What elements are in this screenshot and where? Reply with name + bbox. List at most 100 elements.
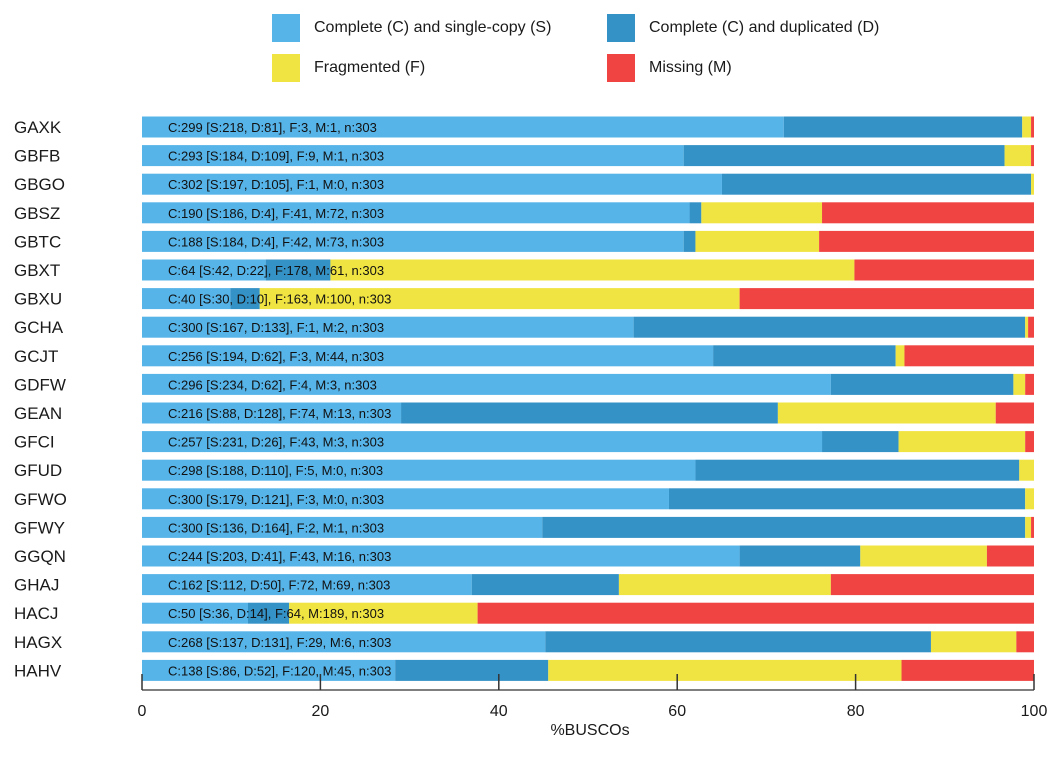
bar-label-gdfw: C:296 [S:234, D:62], F:4, M:3, n:303 bbox=[168, 377, 377, 392]
bar-segment-duplicated-gfwo bbox=[668, 488, 1026, 510]
bar-segment-fragmented-gcha bbox=[1025, 316, 1029, 338]
bar-label-gcjt: C:256 [S:194, D:62], F:3, M:44, n:303 bbox=[168, 349, 384, 364]
bar-segment-missing-ghaj bbox=[830, 574, 1034, 596]
bar-segment-missing-hacj bbox=[477, 602, 1034, 624]
legend-label-fragmented: Fragmented (F) bbox=[314, 59, 426, 76]
bar-segment-single-gfci bbox=[142, 431, 823, 453]
bar-label-gbgo: C:302 [S:197, D:105], F:1, M:0, n:303 bbox=[168, 177, 384, 192]
bar-segment-fragmented-gfwy bbox=[1025, 516, 1032, 538]
legend-label-single: Complete (C) and single-copy (S) bbox=[314, 19, 552, 36]
bar-label-gfud: C:298 [S:188, D:110], F:5, M:0, n:303 bbox=[168, 463, 383, 478]
legend-swatch-missing bbox=[607, 54, 635, 82]
category-label-gbgo: GBGO bbox=[14, 175, 65, 194]
category-label-gaxk: GAXK bbox=[14, 118, 62, 137]
bar-label-gbxu: C:40 [S:30, D:10], F:163, M:100, n:303 bbox=[168, 292, 391, 307]
bar-segment-missing-hagx bbox=[1016, 631, 1034, 653]
x-tick-label-0: 0 bbox=[138, 703, 147, 720]
bar-label-hacj: C:50 [S:36, D:14], F:64, M:189, n:303 bbox=[168, 606, 384, 621]
bar-segment-fragmented-gfci bbox=[898, 431, 1026, 453]
x-axis-title: %BUSCOs bbox=[550, 722, 630, 739]
bar-segment-missing-gdfw bbox=[1025, 373, 1034, 395]
bar-segment-duplicated-gbgo bbox=[721, 173, 1032, 195]
legend-item-missing: Missing (M) bbox=[607, 54, 732, 82]
bar-segment-fragmented-gfud bbox=[1019, 459, 1034, 481]
x-tick-label-100: 100 bbox=[1021, 703, 1048, 720]
bar-segment-fragmented-gbxt bbox=[330, 259, 855, 281]
bar-segment-fragmented-gean bbox=[777, 402, 996, 424]
bar-segment-single-gbtc bbox=[142, 230, 684, 252]
x-tick-label-80: 80 bbox=[847, 703, 865, 720]
category-label-gcha: GCHA bbox=[14, 318, 64, 337]
bar-segment-single-gfwo bbox=[142, 488, 669, 510]
bar-segment-single-gbfb bbox=[142, 145, 684, 167]
bar-segment-missing-gbsz bbox=[822, 202, 1034, 224]
bar-segment-single-gbgo bbox=[142, 173, 722, 195]
bar-segment-fragmented-gbtc bbox=[695, 230, 820, 252]
bar-segment-duplicated-hacj bbox=[247, 602, 290, 624]
bar-segment-fragmented-hahv bbox=[548, 659, 902, 681]
bar-segment-duplicated-gcjt bbox=[713, 345, 896, 367]
category-label-gfwy: GFWY bbox=[14, 518, 65, 537]
bar-segment-single-hahv bbox=[142, 659, 396, 681]
bar-segment-duplicated-gcha bbox=[633, 316, 1026, 338]
bar-segment-single-hacj bbox=[142, 602, 248, 624]
bar-segment-missing-gbfb bbox=[1031, 145, 1034, 167]
bar-label-gbtc: C:188 [S:184, D:4], F:42, M:73, n:303 bbox=[168, 234, 384, 249]
bar-segment-duplicated-gfud bbox=[695, 459, 1020, 481]
x-tick-label-40: 40 bbox=[490, 703, 508, 720]
bar-label-ggqn: C:244 [S:203, D:41], F:43, M:16, n:303 bbox=[168, 549, 391, 564]
bar-label-gbsz: C:190 [S:186, D:4], F:41, M:72, n:303 bbox=[168, 206, 384, 221]
bar-segment-single-gcha bbox=[142, 316, 634, 338]
bar-segment-single-ghaj bbox=[142, 574, 472, 596]
bar-segment-missing-gcjt bbox=[904, 345, 1034, 367]
bar-segment-duplicated-gfci bbox=[822, 431, 899, 453]
bar-segment-fragmented-gdfw bbox=[1013, 373, 1026, 395]
category-label-gfwo: GFWO bbox=[14, 490, 67, 509]
bar-segment-single-gdfw bbox=[142, 373, 831, 395]
bar-label-gfci: C:257 [S:231, D:26], F:43, M:3, n:303 bbox=[168, 435, 384, 450]
legend-item-duplicated: Complete (C) and duplicated (D) bbox=[607, 14, 879, 42]
bar-label-gbfb: C:293 [S:184, D:109], F:9, M:1, n:303 bbox=[168, 149, 384, 164]
bar-label-hagx: C:268 [S:137, D:131], F:29, M:6, n:303 bbox=[168, 635, 391, 650]
legend-item-single: Complete (C) and single-copy (S) bbox=[272, 14, 551, 42]
bar-segment-duplicated-gdfw bbox=[830, 373, 1014, 395]
bar-label-gfwy: C:300 [S:136, D:164], F:2, M:1, n:303 bbox=[168, 520, 384, 535]
bar-segment-missing-gfci bbox=[1025, 431, 1034, 453]
bar-segment-duplicated-ghaj bbox=[471, 574, 619, 596]
bar-label-gfwo: C:300 [S:179, D:121], F:3, M:0, n:303 bbox=[168, 492, 384, 507]
bar-segment-missing-gbxu bbox=[739, 288, 1034, 310]
bar-segment-missing-gfwy bbox=[1031, 516, 1034, 538]
bar-segment-fragmented-hacj bbox=[289, 602, 478, 624]
bar-segment-single-gcjt bbox=[142, 345, 714, 367]
bar-segment-duplicated-hahv bbox=[395, 659, 549, 681]
bar-segment-single-gfwy bbox=[142, 516, 543, 538]
bar-segment-fragmented-gbgo bbox=[1031, 173, 1034, 195]
bar-segment-fragmented-gaxk bbox=[1022, 116, 1032, 138]
category-label-ghaj: GHAJ bbox=[14, 576, 59, 595]
bar-label-gcha: C:300 [S:167, D:133], F:1, M:2, n:303 bbox=[168, 320, 384, 335]
bar-segment-duplicated-gbxt bbox=[265, 259, 331, 281]
bar-segment-single-gaxk bbox=[142, 116, 784, 138]
bar-label-gaxk: C:299 [S:218, D:81], F:3, M:1, n:303 bbox=[168, 120, 377, 135]
legend-swatch-single bbox=[272, 14, 300, 42]
category-label-gfci: GFCI bbox=[14, 433, 55, 452]
bar-segment-fragmented-ggqn bbox=[860, 545, 987, 567]
category-label-gcjt: GCJT bbox=[14, 347, 58, 366]
bar-segment-missing-gcha bbox=[1028, 316, 1034, 338]
bar-segment-fragmented-ghaj bbox=[618, 574, 831, 596]
bar-segment-single-gbxu bbox=[142, 288, 231, 310]
bar-segment-fragmented-gbxu bbox=[259, 288, 740, 310]
bar-segment-missing-gaxk bbox=[1031, 116, 1034, 138]
bar-segment-single-ggqn bbox=[142, 545, 740, 567]
bar-segment-fragmented-gbsz bbox=[701, 202, 823, 224]
legend-swatch-fragmented bbox=[272, 54, 300, 82]
bar-segment-missing-ggqn bbox=[986, 545, 1034, 567]
bar-segment-duplicated-gean bbox=[401, 402, 778, 424]
legend: Complete (C) and single-copy (S) Complet… bbox=[272, 14, 972, 84]
category-label-gfud: GFUD bbox=[14, 461, 62, 480]
bar-segment-single-gfud bbox=[142, 459, 696, 481]
x-tick-label-60: 60 bbox=[668, 703, 686, 720]
legend-swatch-duplicated bbox=[607, 14, 635, 42]
bar-label-gbxt: C:64 [S:42, D:22], F:178, M:61, n:303 bbox=[168, 263, 384, 278]
